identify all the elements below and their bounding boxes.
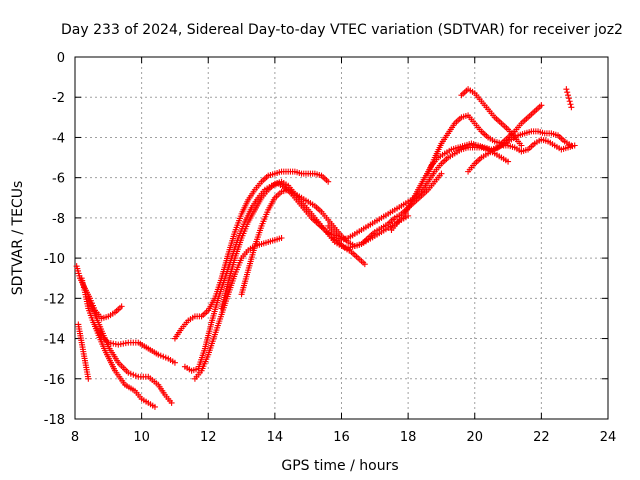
series-arc-1	[73, 263, 125, 322]
x-tick-label: 14	[267, 430, 284, 445]
y-axis-label: SDTVAR / TECUs	[10, 181, 26, 296]
data-point-interp	[564, 89, 571, 96]
data-point	[85, 375, 92, 382]
series-arc-11	[325, 144, 512, 244]
y-tick-label: -16	[44, 373, 65, 388]
data-point-interp	[567, 101, 574, 108]
data-point	[171, 359, 178, 366]
x-tick-label: 20	[466, 430, 483, 445]
series-arc-3	[78, 275, 178, 366]
series-arc-9	[218, 178, 412, 312]
x-axis-label: GPS time / hours	[281, 458, 398, 474]
series-arc-12	[388, 128, 575, 233]
data-point	[278, 235, 285, 241]
data-point	[538, 102, 545, 109]
data-point-interp	[565, 95, 572, 102]
data-point	[566, 98, 573, 105]
y-tick-label: -14	[44, 333, 65, 348]
data-point	[168, 399, 175, 406]
x-tick-label: 18	[400, 430, 417, 445]
grid-lines	[75, 57, 608, 419]
series-arc-13	[425, 102, 545, 177]
data-point	[563, 86, 570, 93]
x-tick-label: 12	[200, 430, 217, 445]
x-tick-label: 10	[133, 430, 150, 445]
series-arc-2	[75, 321, 92, 382]
series-arc-15	[465, 136, 578, 175]
data-point	[151, 403, 158, 410]
chart-title: Day 233 of 2024, Sidereal Day-to-day VTE…	[61, 22, 623, 38]
data-point	[438, 170, 445, 177]
series-arc-5	[91, 323, 158, 410]
y-tick-label: -12	[44, 292, 65, 307]
y-tick-label: -8	[52, 212, 65, 227]
data-point	[505, 158, 512, 165]
data-point	[518, 142, 525, 149]
y-tick-label: -4	[52, 131, 65, 146]
y-tick-label: -2	[52, 91, 65, 106]
x-tick-label: 24	[600, 430, 617, 445]
series-arc-6	[171, 168, 332, 342]
y-tick-label: -18	[44, 413, 65, 428]
x-tick-label: 22	[533, 430, 550, 445]
series-arc-8	[191, 235, 285, 382]
y-tick-label: 0	[57, 51, 65, 66]
data-point	[565, 92, 572, 99]
y-tick-label: -10	[44, 252, 65, 267]
data-series	[73, 86, 578, 410]
x-tick-label: 16	[333, 430, 350, 445]
series-arc-4	[85, 295, 175, 406]
data-point	[118, 303, 125, 310]
series-arc-14	[458, 86, 525, 149]
series-arc-16	[563, 86, 575, 111]
y-tick-label: -6	[52, 172, 65, 187]
data-point	[568, 104, 575, 111]
data-point	[361, 261, 368, 268]
x-tick-label: 8	[71, 430, 79, 445]
axis-ticks: 8 10 12 14 16 18 20 22 24 0 -2 -4 -6 -8 -10 -12 -14 -16 -1…	[44, 51, 617, 445]
data-point	[325, 178, 332, 185]
data-point	[571, 142, 578, 149]
